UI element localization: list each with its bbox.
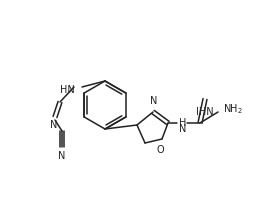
Text: HN: HN <box>60 85 75 95</box>
Text: N: N <box>58 151 66 161</box>
Text: O: O <box>156 145 164 155</box>
Text: N: N <box>150 96 158 106</box>
Text: H: H <box>179 118 187 128</box>
Text: N: N <box>50 120 58 130</box>
Text: N: N <box>179 124 187 134</box>
Text: IHN: IHN <box>196 107 214 117</box>
Text: NH$_2$: NH$_2$ <box>223 102 243 116</box>
